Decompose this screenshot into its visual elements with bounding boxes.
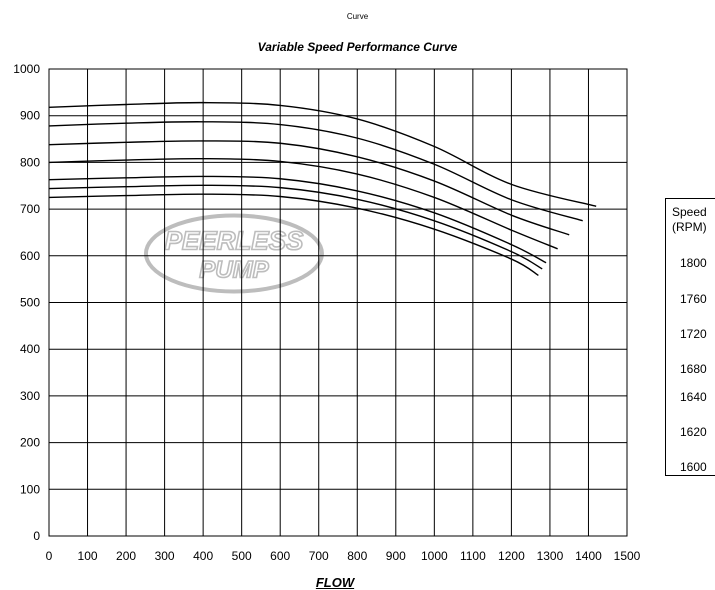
y-tick-label: 800 xyxy=(20,155,40,169)
legend-item: 1640 xyxy=(680,390,707,404)
x-tick-label: 800 xyxy=(347,549,367,563)
y-tick-label: 900 xyxy=(20,109,40,123)
legend-title-line1: Speed xyxy=(672,205,707,219)
x-tick-label: 1000 xyxy=(421,549,448,563)
x-tick-label: 1200 xyxy=(498,549,525,563)
chart-pretitle: Curve xyxy=(346,12,369,21)
series-line xyxy=(48,140,570,236)
x-tick-label: 900 xyxy=(386,549,406,563)
x-tick-label: 500 xyxy=(232,549,252,563)
y-tick-label: 1000 xyxy=(13,62,40,76)
y-tick-label: 500 xyxy=(20,296,40,310)
watermark-ellipse xyxy=(143,213,324,294)
y-tick-label: 100 xyxy=(20,482,40,496)
x-tick-label: 300 xyxy=(155,549,175,563)
series-line xyxy=(48,193,539,277)
legend-item: 1600 xyxy=(680,460,707,474)
legend-item: 1680 xyxy=(680,362,707,376)
x-tick-label: 0 xyxy=(46,549,53,563)
legend-item: 1800 xyxy=(680,256,707,270)
legend-item: 1720 xyxy=(680,327,707,341)
x-tick-label: 400 xyxy=(193,549,213,563)
series-line xyxy=(48,121,583,222)
y-tick-label: 700 xyxy=(20,202,40,216)
x-tick-label: 1400 xyxy=(575,549,602,563)
y-tick-label: 300 xyxy=(20,389,40,403)
series-line xyxy=(48,101,597,207)
y-tick-label: 200 xyxy=(20,436,40,450)
x-tick-label: 1500 xyxy=(614,549,641,563)
series-line xyxy=(48,175,547,264)
x-axis-ticks: 0 100 200 300 400 500 600 700 800 900 1000 1100 1200… xyxy=(46,549,641,563)
x-tick-label: 100 xyxy=(78,549,98,563)
legend-title-line2: (RPM) xyxy=(672,220,707,234)
series-line xyxy=(48,184,543,270)
y-tick-label: 0 xyxy=(33,529,40,543)
series-line xyxy=(48,157,558,250)
chart-title: Variable Speed Performance Curve xyxy=(257,40,458,54)
legend-item: 1620 xyxy=(680,425,707,439)
x-tick-label: 600 xyxy=(270,549,290,563)
legend-title: Speed (RPM) xyxy=(672,205,707,235)
chart-grid xyxy=(48,68,628,537)
plot-frame xyxy=(48,68,628,537)
y-axis-ticks: 0 100 200 300 400 500 600 700 800 900 1000 xyxy=(13,62,40,543)
y-tick-label: 400 xyxy=(20,342,40,356)
legend-item: 1760 xyxy=(680,292,707,306)
watermark-text: PUMP xyxy=(199,256,269,283)
y-tick-label: 600 xyxy=(20,249,40,263)
legend: Speed (RPM) 1800 1760 1720 1680 1640 162… xyxy=(665,198,715,476)
x-tick-label: 700 xyxy=(309,549,329,563)
series-lines xyxy=(48,101,597,277)
x-tick-label: 1300 xyxy=(537,549,564,563)
x-tick-label: 200 xyxy=(116,549,136,563)
x-axis-label: FLOW xyxy=(315,575,355,590)
watermark-text: PEERLESS xyxy=(165,225,304,255)
x-tick-label: 1100 xyxy=(460,549,486,563)
